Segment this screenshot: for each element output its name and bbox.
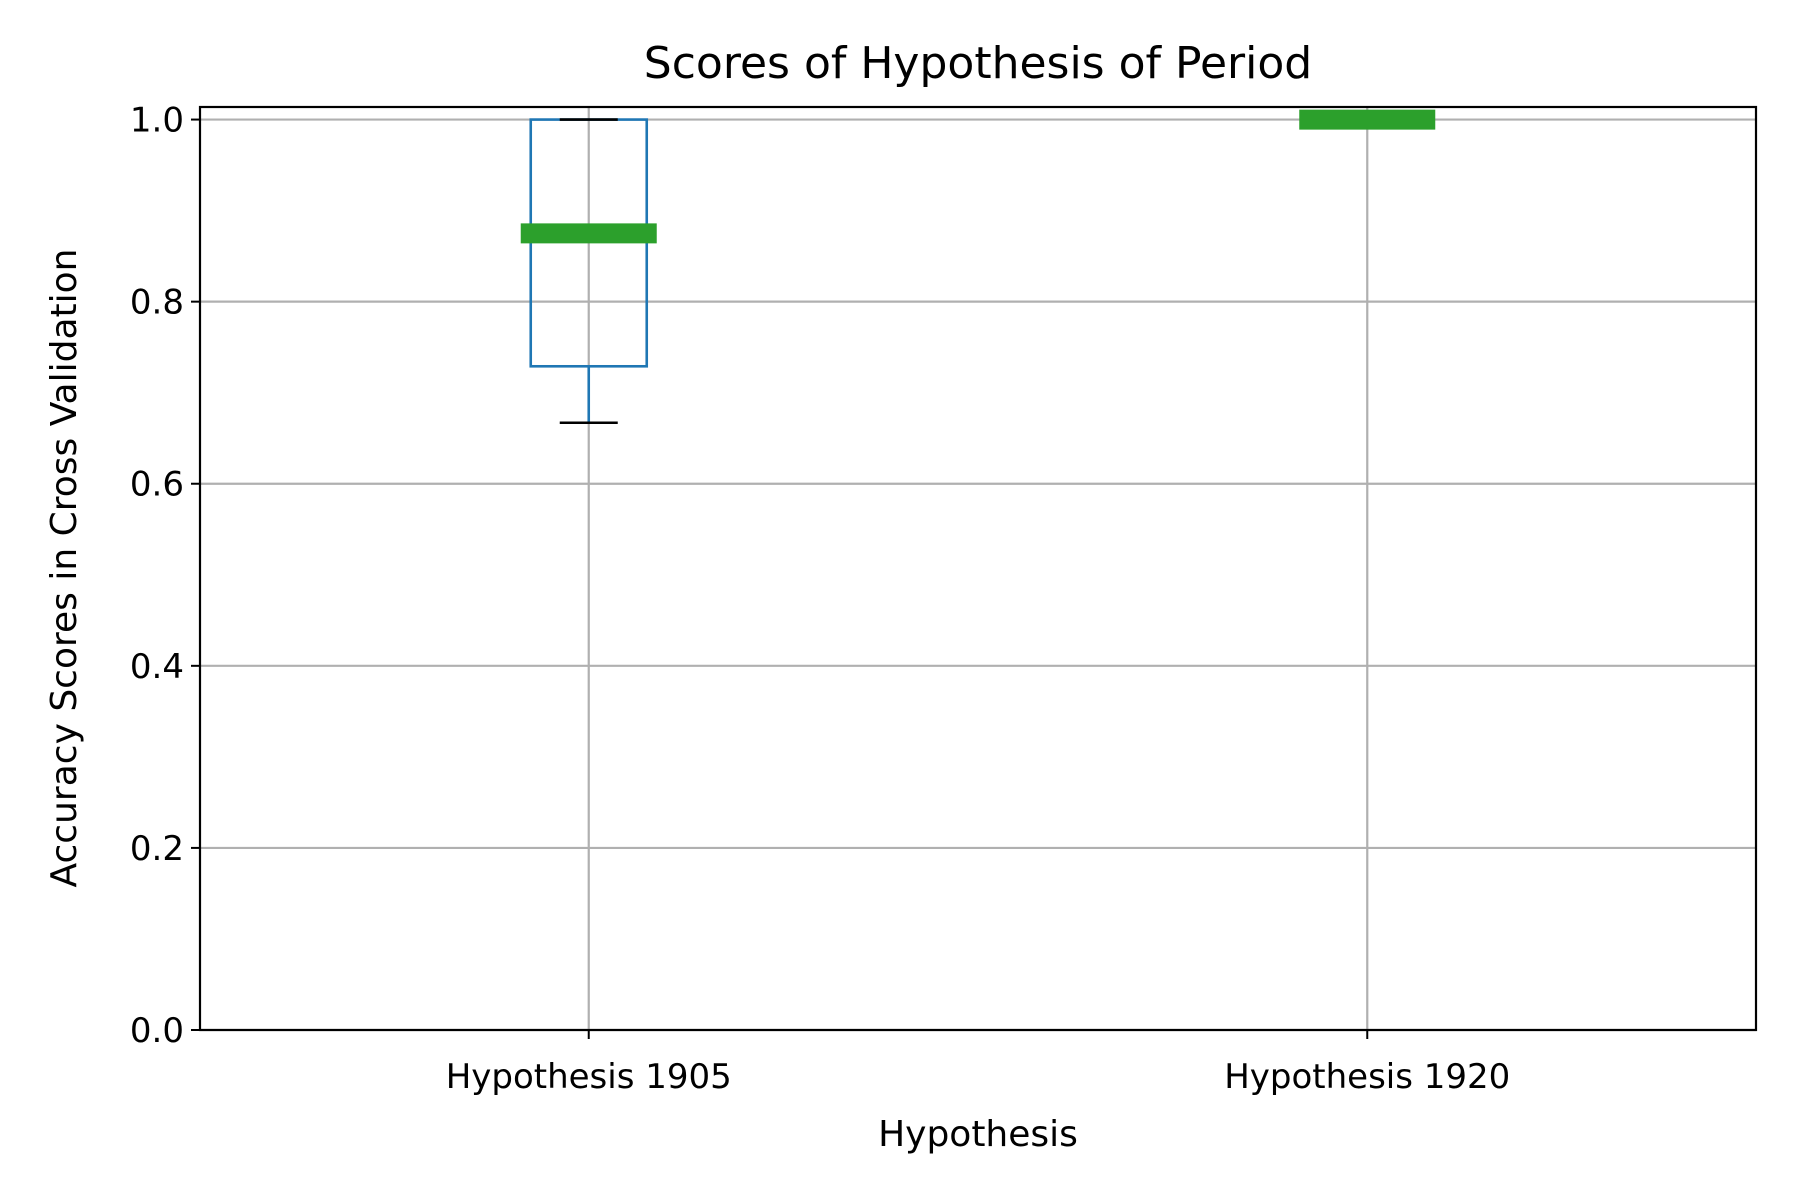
axis-ticks: 0.0 0.2 0.4 0.6 0.8 1.0 Hypothesis 1905 Hypothe… — [130, 101, 1510, 1097]
y-tick-label: 1.0 — [130, 101, 184, 141]
plot-frame — [198, 105, 1758, 1032]
y-tick-label: 0.8 — [130, 283, 184, 323]
grid-lines — [200, 107, 1756, 1032]
box-1 — [520, 118, 657, 425]
x-tick-label: Hypothesis 1905 — [446, 1057, 732, 1097]
y-tick-label: 0.0 — [130, 1011, 184, 1051]
y-tick-label: 0.6 — [130, 465, 184, 505]
y-tick-label: 0.2 — [130, 829, 184, 869]
y-tick-label: 0.4 — [130, 647, 184, 687]
x-axis-label: Hypothesis — [878, 1114, 1078, 1155]
box-plots — [520, 109, 1436, 425]
chart-title: Scores of Hypothesis of Period — [644, 38, 1312, 89]
y-axis-label: Accuracy Scores in Cross Validation — [44, 249, 85, 888]
x-tick-label: Hypothesis 1920 — [1224, 1057, 1510, 1097]
